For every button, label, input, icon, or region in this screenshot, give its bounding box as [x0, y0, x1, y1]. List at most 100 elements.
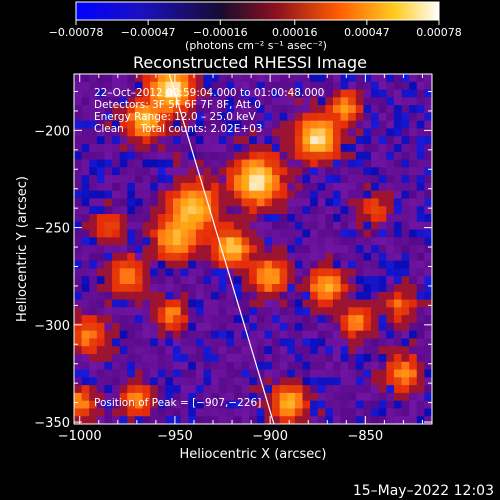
heatmap-cell	[378, 284, 387, 293]
heatmap-cell	[241, 260, 250, 270]
heatmap-cell	[195, 167, 205, 176]
heatmap-cell	[81, 182, 90, 192]
heatmap-cell	[332, 330, 342, 340]
heatmap-cell	[256, 120, 266, 130]
heatmap-cell	[226, 159, 235, 168]
heatmap-cell	[173, 206, 182, 215]
heatmap-cell	[355, 252, 365, 262]
heatmap-cell	[416, 330, 425, 340]
heatmap-cell	[348, 229, 357, 238]
heatmap-cell	[310, 330, 319, 340]
heatmap-cell	[218, 408, 227, 417]
heatmap-cell	[127, 105, 136, 114]
heatmap-cell	[310, 338, 319, 347]
heatmap-cell	[81, 89, 90, 98]
heatmap-cell	[203, 315, 212, 324]
heatmap-cell	[211, 346, 220, 355]
heatmap-cell	[211, 128, 220, 137]
heatmap-cell	[89, 268, 98, 277]
heatmap-cell	[89, 245, 98, 254]
heatmap-cell	[287, 136, 296, 145]
heatmap-cell	[173, 151, 182, 161]
heatmap-cell	[279, 128, 288, 137]
heatmap-cell	[378, 299, 387, 308]
heatmap-cell	[233, 361, 243, 371]
heatmap-cell	[325, 408, 334, 417]
heatmap-cell	[348, 330, 357, 340]
heatmap-cell	[371, 89, 380, 98]
heatmap-cell	[81, 198, 90, 207]
heatmap-cell	[74, 245, 83, 254]
heatmap-cell	[233, 252, 243, 262]
heatmap-cell	[173, 245, 182, 254]
heatmap-cell	[287, 361, 296, 371]
heatmap-cell	[173, 291, 182, 301]
heatmap-cell	[180, 276, 189, 285]
heatmap-cell	[393, 299, 403, 308]
heatmap-cell	[241, 159, 250, 168]
heatmap-cell	[363, 89, 372, 98]
heatmap-cell	[256, 400, 266, 410]
heatmap-cell	[81, 377, 90, 386]
heatmap-cell	[348, 408, 357, 417]
heatmap-cell	[325, 385, 334, 394]
heatmap-cell	[173, 144, 182, 153]
heatmap-cell	[112, 322, 121, 332]
heatmap-cell	[409, 307, 418, 316]
heatmap-cell	[340, 237, 349, 246]
heatmap-cell	[332, 260, 342, 270]
heatmap-cell	[195, 268, 205, 277]
heatmap-cell	[226, 392, 235, 402]
heatmap-cell	[112, 159, 121, 168]
heatmap-cell	[233, 144, 243, 153]
heatmap-cell	[249, 369, 258, 378]
heatmap-cell	[332, 338, 342, 347]
heatmap-cell	[256, 81, 266, 91]
heatmap-cell	[218, 237, 227, 246]
heatmap-cell	[355, 299, 365, 308]
heatmap-cell	[203, 206, 212, 215]
heatmap-cell	[272, 392, 281, 402]
heatmap-cell	[355, 112, 365, 122]
heatmap-cell	[310, 385, 319, 394]
heatmap-cell	[150, 299, 159, 308]
heatmap-cell	[279, 392, 288, 402]
heatmap-cell	[279, 338, 288, 347]
heatmap-cell	[409, 299, 418, 308]
heatmap-cell	[401, 175, 410, 184]
heatmap-cell	[310, 361, 319, 371]
heatmap-cell	[340, 299, 349, 308]
heatmap-cell	[233, 229, 243, 238]
heatmap-cell	[416, 361, 425, 371]
heatmap-cell	[195, 128, 205, 137]
heatmap-cell	[294, 322, 304, 332]
heatmap-cell	[393, 182, 403, 192]
heatmap-cell	[112, 105, 121, 114]
heatmap-cell	[424, 338, 432, 347]
heatmap-cell	[264, 260, 273, 270]
heatmap-cell	[355, 206, 365, 215]
heatmap-cell	[112, 291, 121, 301]
heatmap-cell	[142, 74, 151, 83]
heatmap-cell	[241, 190, 250, 200]
heatmap-cell	[355, 338, 365, 347]
heatmap-cell	[157, 408, 167, 417]
heatmap-cell	[211, 214, 220, 223]
heatmap-cell	[371, 136, 380, 145]
heatmap-cell	[355, 229, 365, 238]
heatmap-cell	[294, 97, 304, 106]
heatmap-cell	[363, 151, 372, 161]
heatmap-cell	[165, 377, 174, 386]
heatmap-cell	[348, 322, 357, 332]
heatmap-cell	[317, 214, 326, 223]
heatmap-cell	[127, 120, 136, 130]
heatmap-cell	[386, 237, 395, 246]
heatmap-cell	[180, 400, 189, 410]
heatmap-cell	[150, 120, 159, 130]
heatmap-cell	[180, 346, 189, 355]
heatmap-cell	[218, 120, 227, 130]
heatmap-cell	[112, 346, 121, 355]
heatmap-cell	[340, 89, 349, 98]
heatmap-cell	[294, 128, 304, 137]
heatmap-cell	[272, 97, 281, 106]
